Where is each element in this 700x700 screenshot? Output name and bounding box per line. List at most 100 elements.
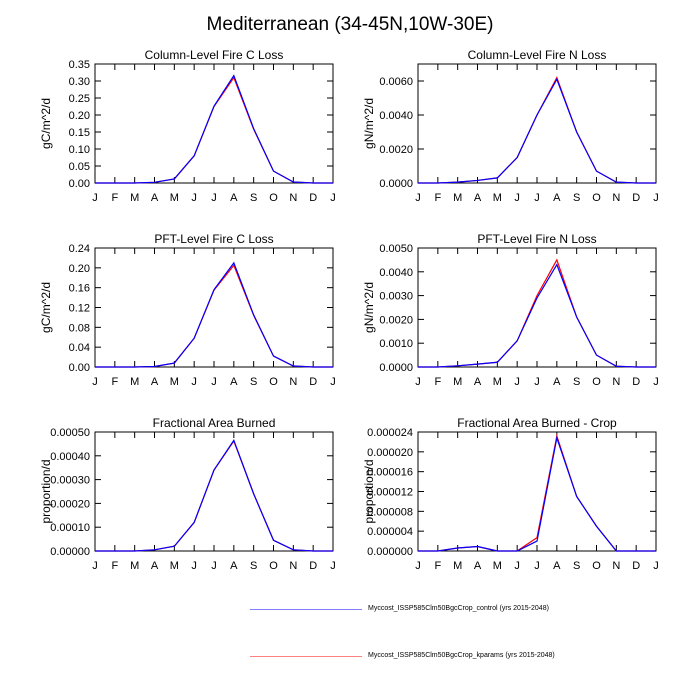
y-tick-label: 0.00 <box>69 362 90 374</box>
plot-frame <box>94 431 334 552</box>
x-tick-label: M <box>453 192 462 204</box>
plot-frame <box>417 247 657 368</box>
y-tick-label: 0.0040 <box>379 267 413 279</box>
y-axis-label: gN/m^2/d <box>362 282 376 333</box>
x-tick-label: O <box>269 560 278 572</box>
y-tick-label: 0.24 <box>69 243 90 255</box>
y-tick-label: 0.00030 <box>50 475 90 487</box>
panel-title: Column-Level Fire C Loss <box>145 48 284 62</box>
x-tick-label: J <box>534 376 540 388</box>
y-tick-label: 0.00040 <box>50 451 90 463</box>
x-tick-label: A <box>474 192 482 204</box>
x-tick-label: A <box>474 560 482 572</box>
x-tick-label: A <box>151 560 159 572</box>
y-tick-label: 0.0000 <box>379 178 413 190</box>
panel-5: Fractional Area Burned - Crop proportion/… <box>362 416 659 572</box>
y-tick-label: 0.0000 <box>379 362 413 374</box>
panel-title: Fractional Area Burned - Crop <box>457 416 617 430</box>
plot-frame <box>417 431 657 552</box>
x-tick-label: J <box>191 560 197 572</box>
y-tick-label: 0.000024 <box>367 427 413 439</box>
figure-title: Mediterranean (34-45N,10W-30E) <box>206 14 494 35</box>
x-tick-label: F <box>111 560 118 572</box>
y-tick-label: 0.16 <box>69 283 90 295</box>
y-axis-label: proportion/d <box>362 459 376 523</box>
x-tick-label: A <box>230 192 238 204</box>
x-tick-label: D <box>632 560 640 572</box>
series-line-0 <box>418 258 656 368</box>
x-tick-label: M <box>170 192 179 204</box>
x-tick-label: A <box>151 192 159 204</box>
plot-frame <box>94 63 334 184</box>
x-tick-label: N <box>612 192 620 204</box>
y-tick-label: 0.20 <box>69 263 90 275</box>
x-tick-label: J <box>415 192 421 204</box>
y-tick-label: 0.000016 <box>367 467 413 479</box>
series-line-0 <box>95 439 333 552</box>
y-tick-label: 0.00010 <box>50 522 90 534</box>
x-tick-label: D <box>632 192 640 204</box>
x-tick-label: S <box>250 376 257 388</box>
x-tick-label: F <box>434 192 441 204</box>
y-axis-label: gC/m^2/d <box>39 98 53 149</box>
x-tick-label: S <box>250 560 257 572</box>
x-tick-label: A <box>474 376 482 388</box>
x-tick-label: J <box>514 560 520 572</box>
x-tick-label: J <box>191 192 197 204</box>
panel-title: Column-Level Fire N Loss <box>468 48 607 62</box>
y-tick-label: 0.00000 <box>50 546 90 558</box>
panel-title: PFT-Level Fire C Loss <box>154 232 273 246</box>
x-tick-label: J <box>415 376 421 388</box>
x-tick-label: O <box>269 376 278 388</box>
x-tick-label: M <box>130 560 139 572</box>
x-tick-label: D <box>309 192 317 204</box>
x-tick-label: J <box>653 376 659 388</box>
x-tick-label: F <box>111 192 118 204</box>
x-tick-label: A <box>230 376 238 388</box>
y-tick-label: 0.04 <box>69 342 90 354</box>
series-line-1 <box>95 261 333 368</box>
y-tick-label: 0.15 <box>69 127 90 139</box>
y-tick-label: 0.20 <box>69 110 90 122</box>
x-tick-label: M <box>130 192 139 204</box>
x-tick-label: A <box>553 192 561 204</box>
y-tick-label: 0.0030 <box>379 291 413 303</box>
x-tick-label: F <box>434 560 441 572</box>
series-line-1 <box>95 439 333 552</box>
x-tick-label: M <box>453 376 462 388</box>
x-tick-label: J <box>211 192 217 204</box>
x-tick-label: N <box>612 376 620 388</box>
y-tick-label: 0.35 <box>69 59 90 71</box>
y-tick-label: 0.000020 <box>367 447 413 459</box>
y-tick-label: 0.08 <box>69 322 90 334</box>
legend-line-control <box>250 609 362 610</box>
x-tick-label: M <box>170 560 179 572</box>
y-axis-label: gN/m^2/d <box>362 98 376 149</box>
x-tick-label: J <box>211 560 217 572</box>
y-tick-label: 0.000000 <box>367 546 413 558</box>
x-tick-label: J <box>415 560 421 572</box>
x-tick-label: S <box>250 192 257 204</box>
series-line-1 <box>418 263 656 368</box>
series-line-0 <box>418 433 656 552</box>
y-tick-label: 0.00050 <box>50 427 90 439</box>
x-tick-label: N <box>289 560 297 572</box>
panel-title: PFT-Level Fire N Loss <box>477 232 596 246</box>
y-tick-label: 0.00 <box>69 178 90 190</box>
y-tick-label: 0.12 <box>69 303 90 315</box>
x-tick-label: S <box>573 376 580 388</box>
x-tick-label: M <box>130 376 139 388</box>
x-tick-label: F <box>434 376 441 388</box>
x-tick-label: D <box>309 560 317 572</box>
x-tick-label: J <box>330 376 336 388</box>
x-tick-label: A <box>553 376 561 388</box>
series-line-0 <box>418 76 656 184</box>
x-tick-label: M <box>170 376 179 388</box>
series-line-0 <box>95 76 333 184</box>
y-tick-label: 0.0020 <box>379 314 413 326</box>
y-tick-label: 0.0010 <box>379 338 413 350</box>
